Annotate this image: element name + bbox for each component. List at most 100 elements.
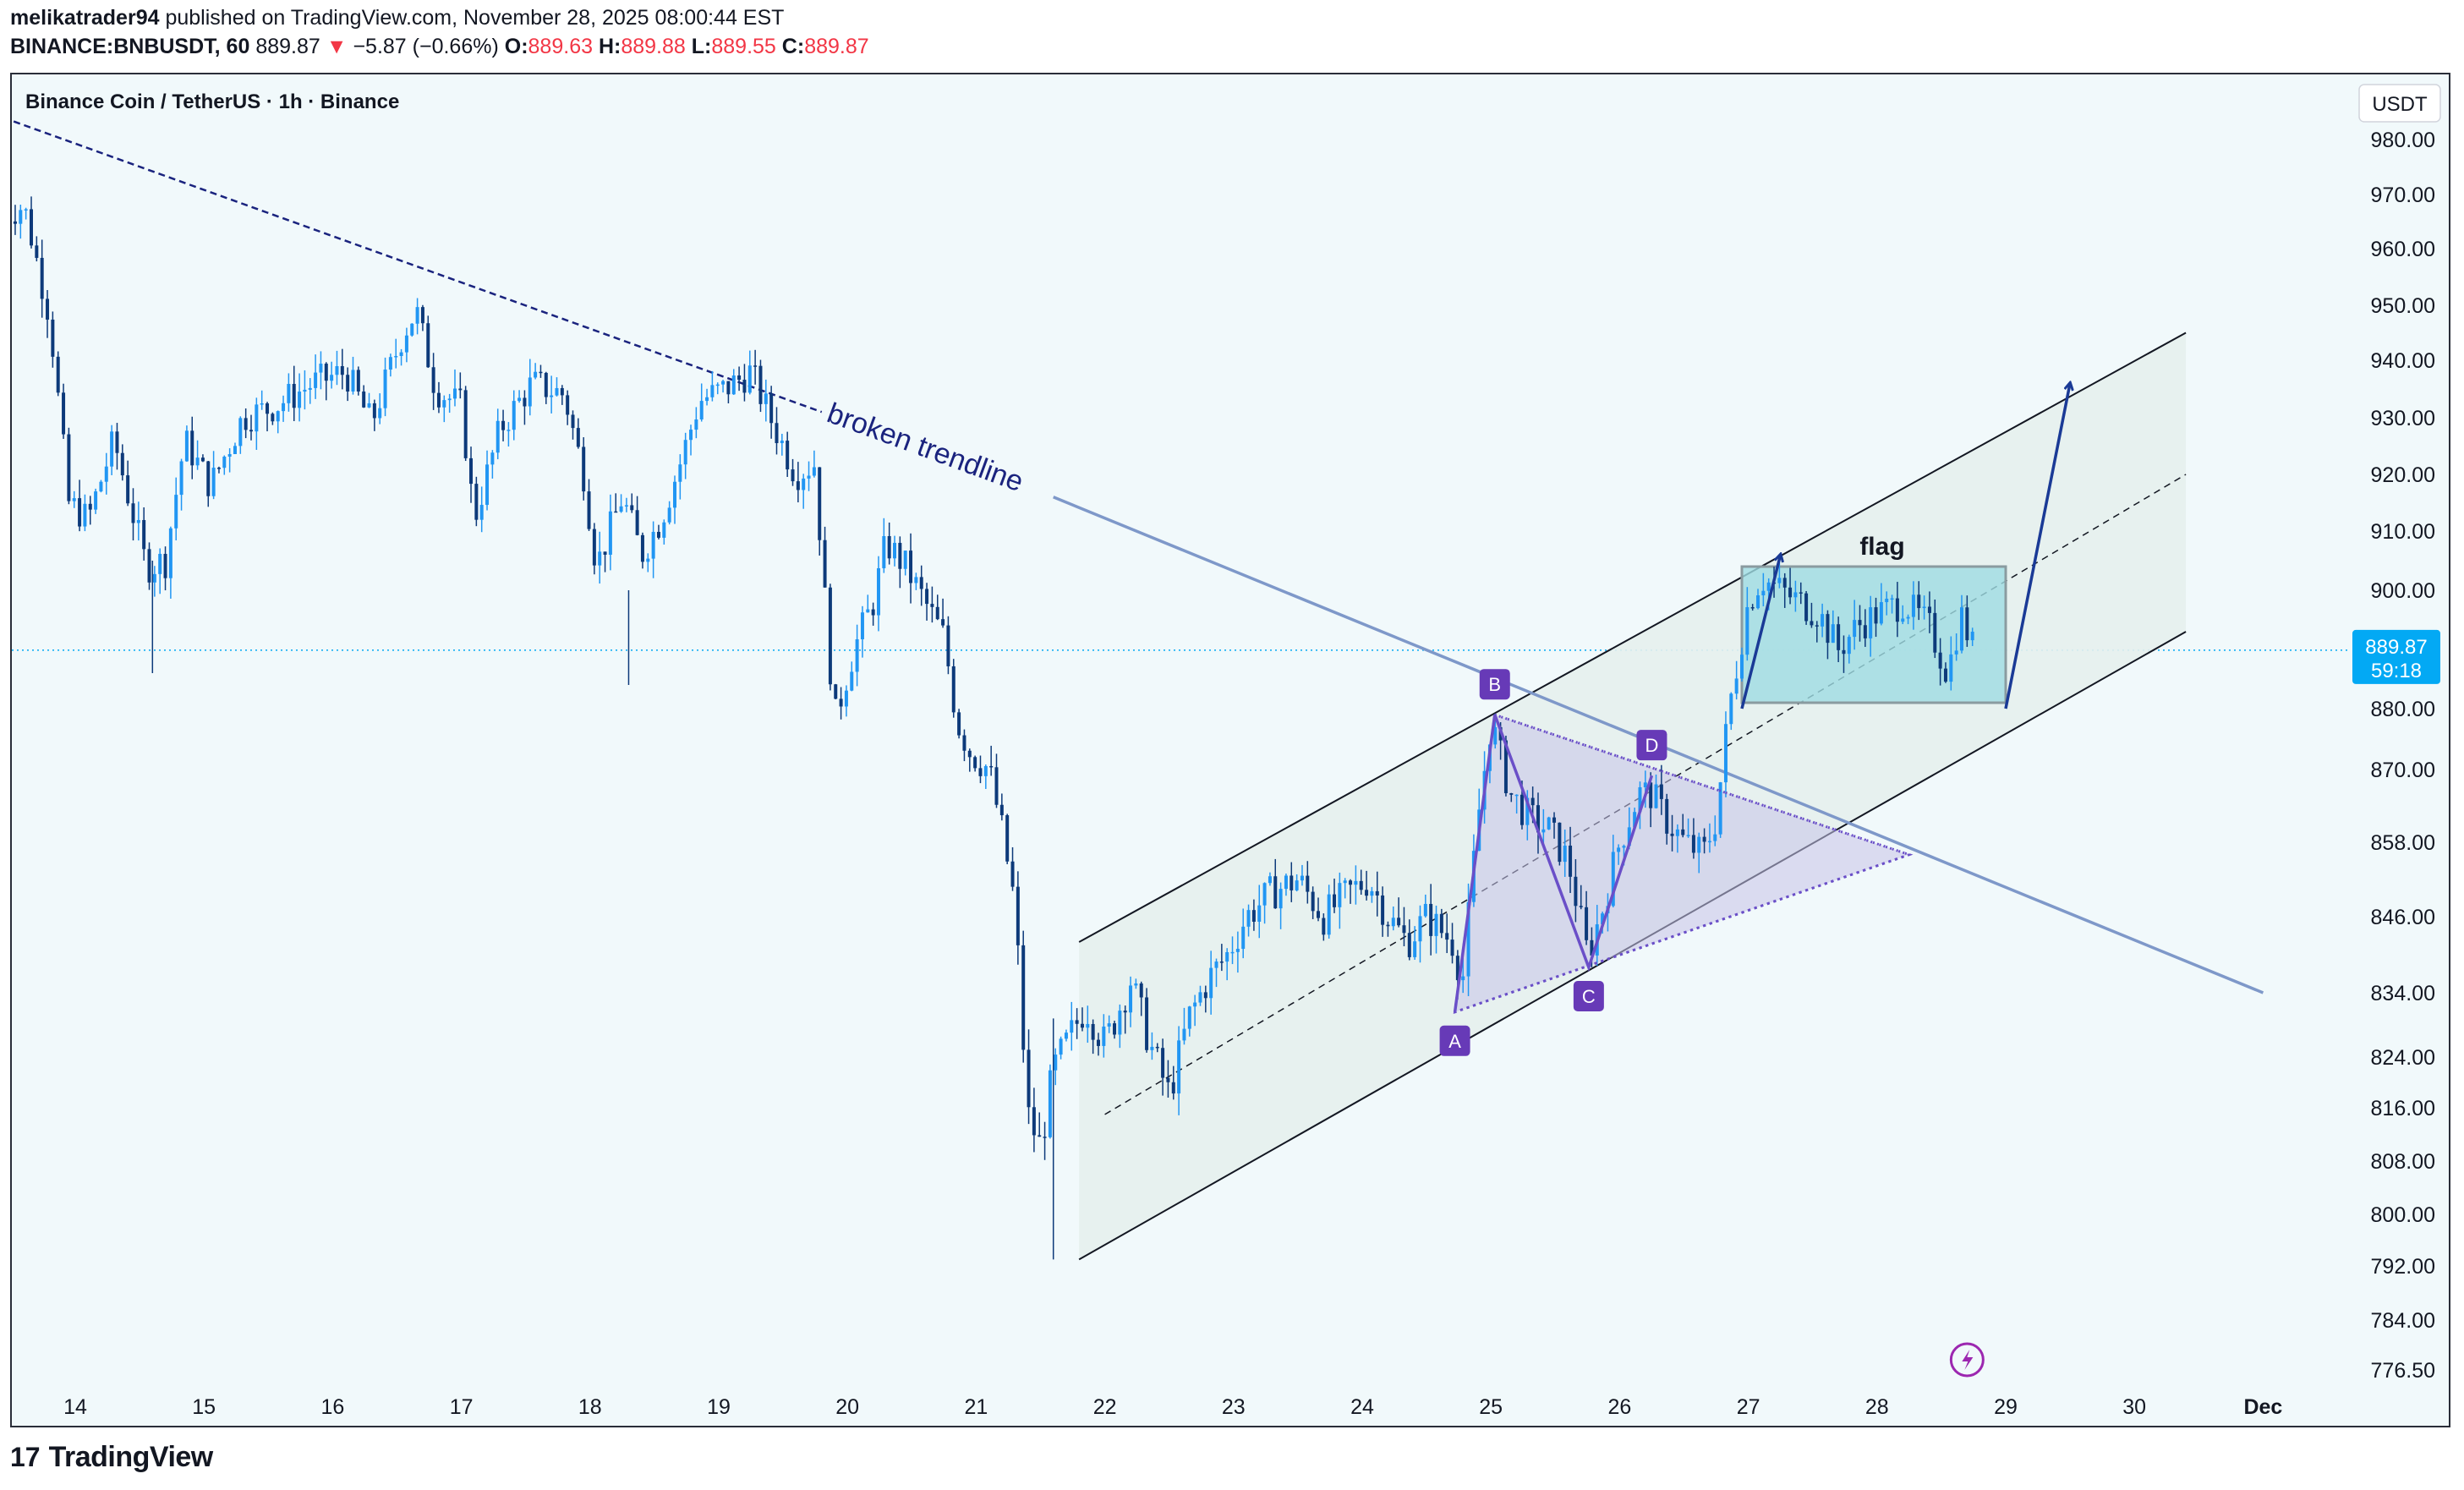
candle-up (1686, 835, 1690, 836)
candle-down (1123, 1011, 1127, 1013)
candle-up (276, 411, 280, 422)
candle-down (1316, 911, 1320, 918)
candle-down (340, 366, 344, 375)
candle-up (19, 210, 23, 224)
candle-down (1837, 624, 1841, 650)
x-axis-tick-label: 23 (1222, 1395, 1246, 1419)
candle-down (56, 356, 60, 393)
candle-up (1959, 607, 1963, 651)
candle-up (1906, 616, 1910, 619)
candle-down (909, 551, 913, 583)
candle-down (266, 403, 270, 414)
x-axis-tick-label: 27 (1737, 1395, 1760, 1419)
tradingview-footer[interactable]: 17 TradingView (10, 1438, 213, 1476)
candle-down (775, 423, 779, 444)
candle-down (769, 393, 774, 424)
candle-down (436, 392, 441, 408)
candle-down (1397, 918, 1401, 926)
candle-down (1569, 846, 1573, 877)
y-axis-tick-label: 776.50 (2371, 1359, 2435, 1383)
candle-down (249, 430, 254, 432)
candle-up (1070, 1020, 1074, 1033)
x-axis-tick-label: 29 (1994, 1395, 2018, 1419)
candle-up (694, 419, 698, 430)
candle-up (550, 395, 554, 397)
candle-up (1177, 1040, 1181, 1094)
author-name[interactable]: melikatrader94 (10, 6, 160, 30)
candle-down (1203, 992, 1207, 999)
candle-up (807, 475, 811, 479)
candle-down (1375, 890, 1379, 896)
projection-arrow-2 (2004, 383, 2070, 709)
last-price: 889.87 (255, 35, 320, 58)
tradingview-brand: TradingView (48, 1440, 214, 1473)
candle-up (1547, 817, 1551, 830)
candle-up (555, 387, 559, 396)
candle-down (142, 519, 146, 550)
close-label: C: (781, 35, 805, 58)
candle-down (962, 735, 966, 751)
close-value: 889.87 (804, 35, 869, 58)
candle-up (1300, 875, 1304, 881)
candle-up (1225, 952, 1229, 962)
pattern-point-c-label: C (1582, 986, 1596, 1007)
candle-up (1622, 846, 1626, 848)
candle-down (1804, 593, 1809, 622)
candle-down (362, 391, 366, 408)
candle-up (1054, 1055, 1058, 1071)
candle-down (1113, 1023, 1117, 1035)
candle-down (973, 757, 977, 769)
candle-up (394, 355, 398, 358)
candle-up (1423, 903, 1427, 917)
candle-down (560, 387, 564, 396)
candle-down (994, 767, 999, 805)
candle-up (1853, 620, 1857, 638)
candle-down (78, 498, 82, 527)
candle-up (1718, 782, 1722, 835)
candle-up (983, 765, 988, 776)
x-axis-tick-label: 21 (964, 1395, 988, 1419)
candle-down (356, 370, 360, 392)
candle-down (1096, 1039, 1100, 1046)
candle-down (989, 765, 994, 768)
candle-up (678, 464, 682, 482)
candle-up (517, 397, 522, 402)
candle-down (1665, 798, 1669, 834)
candle-down (1043, 1137, 1047, 1138)
candle-up (1354, 880, 1358, 885)
candle-up (672, 481, 676, 508)
candle-down (786, 441, 790, 470)
candle-down (40, 257, 44, 299)
candle-up (1723, 724, 1728, 783)
y-axis-tick-label: 880.00 (2371, 698, 2435, 721)
candle-up (1954, 650, 1958, 655)
candle-up (1831, 624, 1835, 644)
candle-up (168, 528, 172, 578)
candle-up (1338, 883, 1342, 907)
candle-down (898, 542, 902, 569)
x-axis-tick-label: 28 (1865, 1395, 1889, 1419)
candle-up (1102, 1026, 1106, 1046)
candle-up (1246, 910, 1251, 927)
change-down-icon: ▼ (326, 35, 348, 58)
y-axis-tick-label: 846.00 (2371, 906, 2435, 929)
candle-up (598, 551, 602, 566)
candle-down (51, 319, 55, 357)
candle-down (726, 381, 731, 395)
triangle-left-edge (1454, 715, 1497, 1012)
tradingview-logo-icon: 17 (10, 1441, 41, 1472)
candle-down (957, 712, 961, 736)
candle-up (1134, 983, 1138, 986)
candle-up (1241, 926, 1246, 950)
candle-up (1209, 967, 1213, 999)
price-chart[interactable]: flag broken trendline A B C D Binance Coin / T… (0, 0, 2464, 1438)
candle-up (1086, 1023, 1090, 1028)
candle-down (571, 414, 575, 429)
candle-down (978, 768, 983, 776)
flag-label: flag (1859, 533, 1904, 561)
candle-up (1901, 618, 1905, 622)
candle-down (35, 245, 39, 258)
candle-down (1552, 817, 1557, 823)
candle-up (255, 404, 259, 432)
candle-down (576, 428, 580, 447)
